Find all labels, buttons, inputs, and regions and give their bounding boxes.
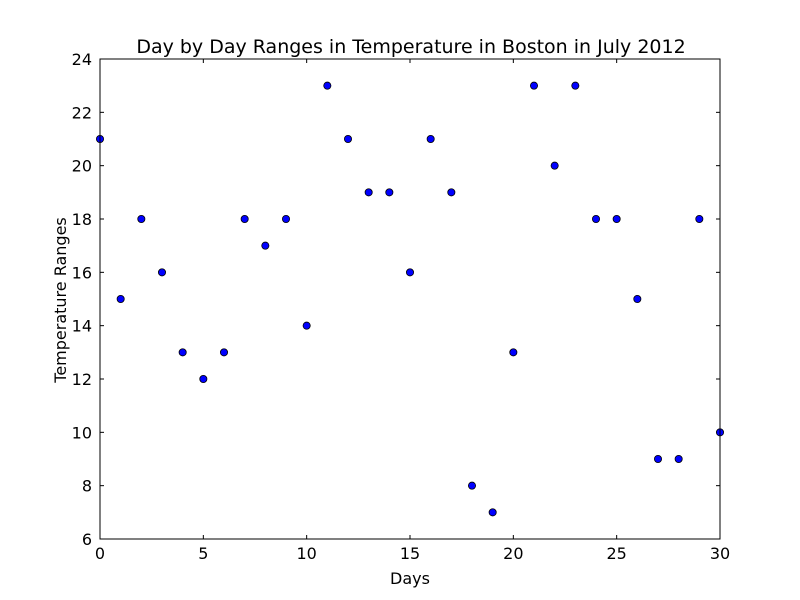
y-tick-label: 8	[82, 477, 92, 496]
data-point	[550, 161, 559, 170]
x-tick-label: 0	[95, 544, 105, 563]
x-tick-label: 20	[503, 544, 523, 563]
data-point	[116, 294, 125, 303]
plot-frame	[99, 58, 721, 540]
data-point	[281, 214, 290, 223]
data-point	[240, 214, 249, 223]
x-axis-label: Days	[390, 569, 430, 588]
data-point	[592, 214, 601, 223]
x-tick-label: 5	[198, 544, 208, 563]
y-tick-label: 14	[72, 317, 92, 336]
y-tick-label: 22	[72, 103, 92, 122]
y-tick-label: 10	[72, 423, 92, 442]
y-tick-label: 24	[72, 50, 92, 69]
x-tick-label: 15	[400, 544, 420, 563]
x-tick-label: 30	[710, 544, 730, 563]
data-point	[633, 294, 642, 303]
data-point	[137, 214, 146, 223]
data-point	[695, 214, 704, 223]
x-tick-label: 25	[606, 544, 626, 563]
data-point	[364, 188, 373, 197]
data-point	[343, 134, 352, 143]
data-point	[199, 374, 208, 383]
data-point	[530, 81, 539, 90]
data-point	[447, 188, 456, 197]
data-point	[219, 348, 228, 357]
data-point	[261, 241, 270, 250]
x-tick-label: 10	[296, 544, 316, 563]
data-point	[302, 321, 311, 330]
y-tick-label: 16	[72, 263, 92, 282]
data-point	[674, 454, 683, 463]
data-point	[323, 81, 332, 90]
data-point	[426, 134, 435, 143]
data-point	[405, 268, 414, 277]
y-axis-label: Temperature Ranges	[51, 217, 70, 383]
data-point	[385, 188, 394, 197]
data-point	[509, 348, 518, 357]
y-tick-label: 12	[72, 370, 92, 389]
data-points	[96, 81, 725, 517]
y-tick-label: 6	[82, 530, 92, 549]
data-point	[178, 348, 187, 357]
data-point	[157, 268, 166, 277]
data-point	[467, 481, 476, 490]
y-tick-label: 18	[72, 210, 92, 229]
data-point	[488, 508, 497, 517]
data-point	[612, 214, 621, 223]
chart-title: Day by Day Ranges in Temperature in Bost…	[136, 36, 685, 58]
data-point	[654, 454, 663, 463]
tick-group: 0 5 10 15 20 25 30 6 8 10 12 14 16 18 20 22 24	[72, 50, 731, 563]
y-tick-label: 20	[72, 157, 92, 176]
data-point	[571, 81, 580, 90]
